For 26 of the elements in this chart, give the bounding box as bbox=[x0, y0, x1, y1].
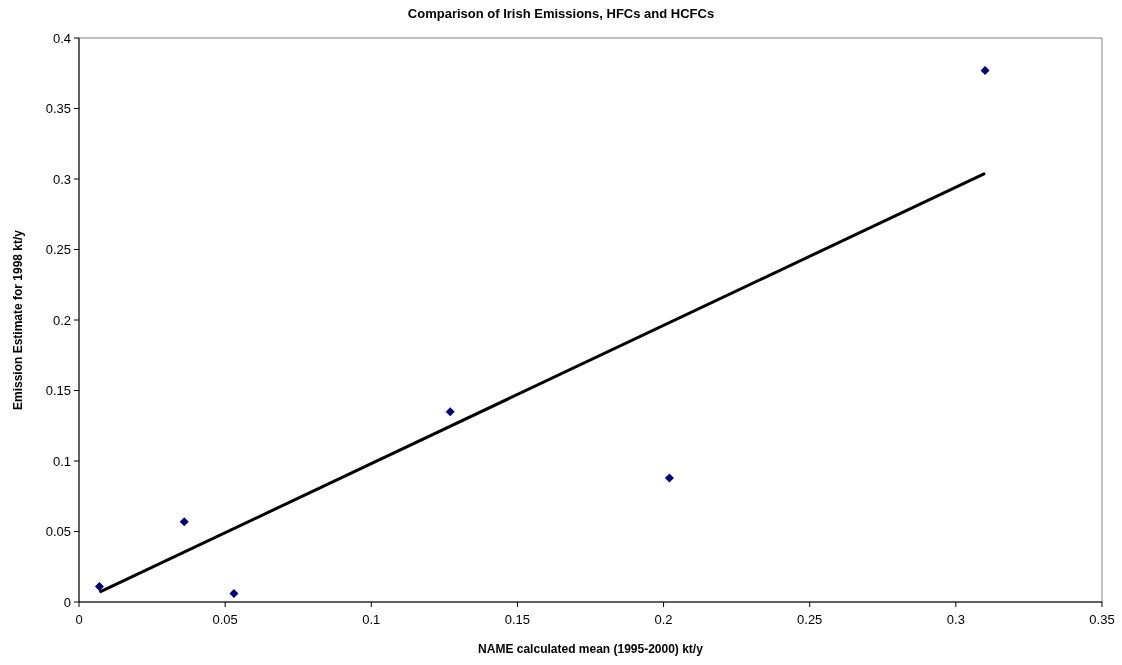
x-tick-label: 0.25 bbox=[797, 612, 823, 627]
y-tick-label: 0.3 bbox=[52, 171, 71, 187]
x-tick-label: 0.1 bbox=[362, 612, 381, 627]
point bbox=[179, 517, 189, 527]
point bbox=[445, 407, 455, 417]
y-tick-label: 0.1 bbox=[52, 453, 71, 469]
y-tick-label: 0.15 bbox=[45, 383, 71, 399]
x-tick-label: 0.35 bbox=[1089, 612, 1115, 627]
x-tick-label: 0 bbox=[75, 612, 83, 627]
x-tick-label: 0.2 bbox=[654, 612, 673, 627]
y-axis-title: Emission Estimate for 1998 kt/y bbox=[11, 229, 25, 411]
x-tick-label: 0.3 bbox=[946, 612, 965, 627]
x-axis-title: NAME calculated mean (1995-2000) kt/y bbox=[478, 642, 704, 656]
point bbox=[664, 473, 674, 483]
x-tick-label: 0.05 bbox=[212, 612, 238, 627]
y-tick-label: 0 bbox=[63, 594, 71, 610]
y-tick-label: 0.25 bbox=[45, 242, 71, 258]
y-tick-label: 0.2 bbox=[52, 312, 71, 328]
point bbox=[229, 589, 239, 599]
point bbox=[94, 581, 104, 591]
y-tick-label: 0.35 bbox=[45, 101, 71, 117]
x-tick-label: 0.15 bbox=[504, 612, 531, 627]
y-tick-label: 0.05 bbox=[45, 524, 71, 540]
point bbox=[980, 65, 990, 75]
chart-title: Comparison of Irish Emissions, HFCs and HCFCs bbox=[407, 6, 715, 21]
y-tick-label: 0.4 bbox=[52, 30, 71, 46]
